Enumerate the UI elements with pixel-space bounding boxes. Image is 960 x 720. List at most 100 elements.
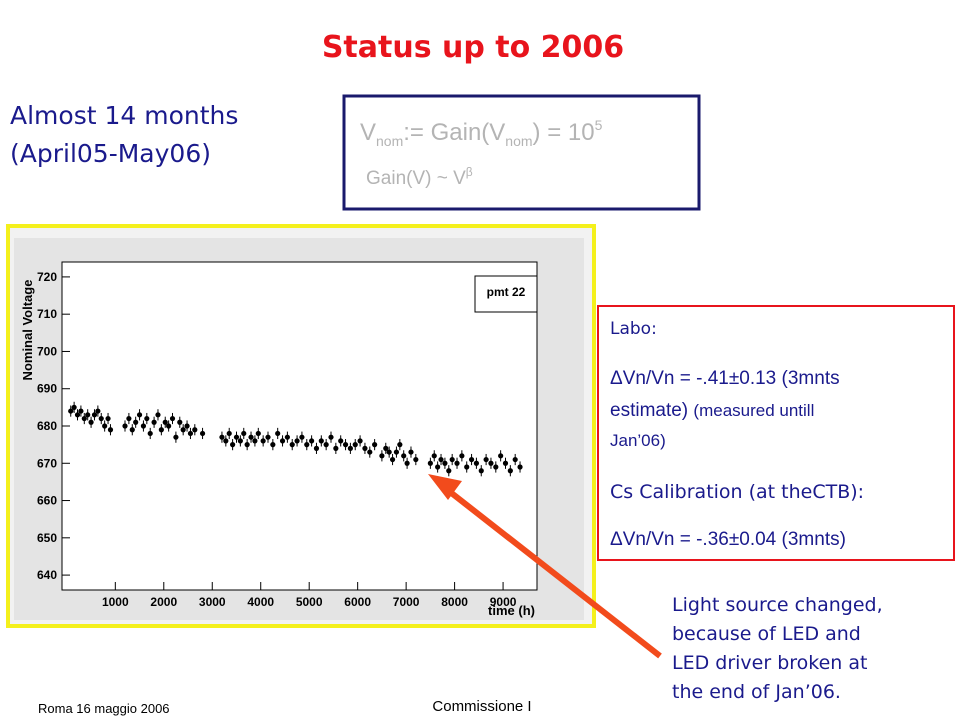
plot-area [61,261,538,591]
point [255,430,261,437]
x-tick-label: 7000 [393,595,420,609]
x-tick-label: 1000 [102,595,129,609]
point [95,408,101,414]
point [498,453,504,459]
point [379,453,385,459]
point [362,445,368,451]
point [397,442,403,448]
note-line: Light source changed, [672,594,883,616]
point [342,442,349,448]
point [435,464,441,470]
period-line: Almost 14 months [10,101,238,130]
point [507,468,513,474]
point [413,456,419,463]
x-tick-label: 2000 [150,595,177,609]
point [483,456,489,463]
point [289,442,295,448]
formula-sub: nom [505,133,532,149]
x-tick-label: 8000 [441,595,468,609]
labo-line: Labo: [610,319,657,339]
point [105,415,111,422]
point [122,423,128,429]
point [323,442,329,448]
point [241,430,247,437]
y-tick-label: 710 [37,307,57,321]
point [446,468,452,474]
footer-center: Commissione I [432,698,531,715]
note-line: the end of Jan’06. [672,681,841,703]
arrow-shaft [443,485,662,659]
point [74,412,81,418]
point [230,442,236,448]
point [284,434,290,440]
y-tick-label: 660 [37,494,57,508]
labo-part: (measured untill [693,401,814,420]
y-axis-label: Nominal Voltage [20,280,35,381]
point [442,460,448,466]
point [357,438,363,444]
x-tick-label: 6000 [344,595,371,609]
point [347,445,353,451]
x-tick-label: 5000 [296,595,323,609]
point [144,415,150,422]
point [299,434,305,440]
point [136,412,143,418]
point [401,453,407,459]
point [464,464,470,470]
formula: Gain(V) ~ Vβ [366,165,473,189]
footer-left: Roma 16 maggio 2006 [38,701,170,716]
formula-part: := Gain(V [403,119,505,146]
y-tick-label: 700 [37,344,57,358]
x-axis-label: time (h) [488,603,535,618]
point [68,408,74,414]
x-tick-label: 4000 [247,595,274,609]
labo-line: Jan’06) [610,431,666,450]
y-tick-label: 640 [37,568,57,582]
point [71,404,77,410]
slide-title: Status up to 2006 [322,30,624,65]
point [449,456,455,463]
point [265,434,271,440]
point [393,449,400,455]
legend-text: pmt 22 [487,285,526,299]
point [260,438,266,444]
point [431,453,437,459]
point [88,419,94,425]
point [155,412,161,418]
formula-sup: β [466,165,473,179]
point [98,415,104,422]
point [133,419,139,425]
point [328,434,334,440]
period-line: (April05-May06) [10,139,211,168]
point [389,456,396,463]
point [408,449,414,455]
point [352,442,358,448]
point [78,408,84,414]
point [140,423,147,429]
point [107,427,114,433]
x-tick-label: 3000 [199,595,226,609]
point [454,460,460,466]
point [187,430,194,437]
point [177,419,183,425]
point [488,460,494,466]
point [173,434,179,440]
point [294,438,300,444]
point [223,438,229,444]
point [386,449,392,455]
x-tick-label: 9000 [490,595,517,609]
y-tick-label: 650 [37,531,57,545]
point [226,430,232,437]
point [313,445,320,451]
point [244,442,250,448]
arrow-head [428,474,462,500]
y-tick-label: 680 [37,419,57,433]
point [158,427,164,433]
point [91,412,98,418]
plot: 640 650 660 670 680 690 700 710 720 1000 2000 3000 4… [37,270,523,609]
point [184,423,190,429]
formula-part: ) = 10 [533,119,595,146]
note-line: because of LED and [672,623,861,645]
point [404,460,410,466]
